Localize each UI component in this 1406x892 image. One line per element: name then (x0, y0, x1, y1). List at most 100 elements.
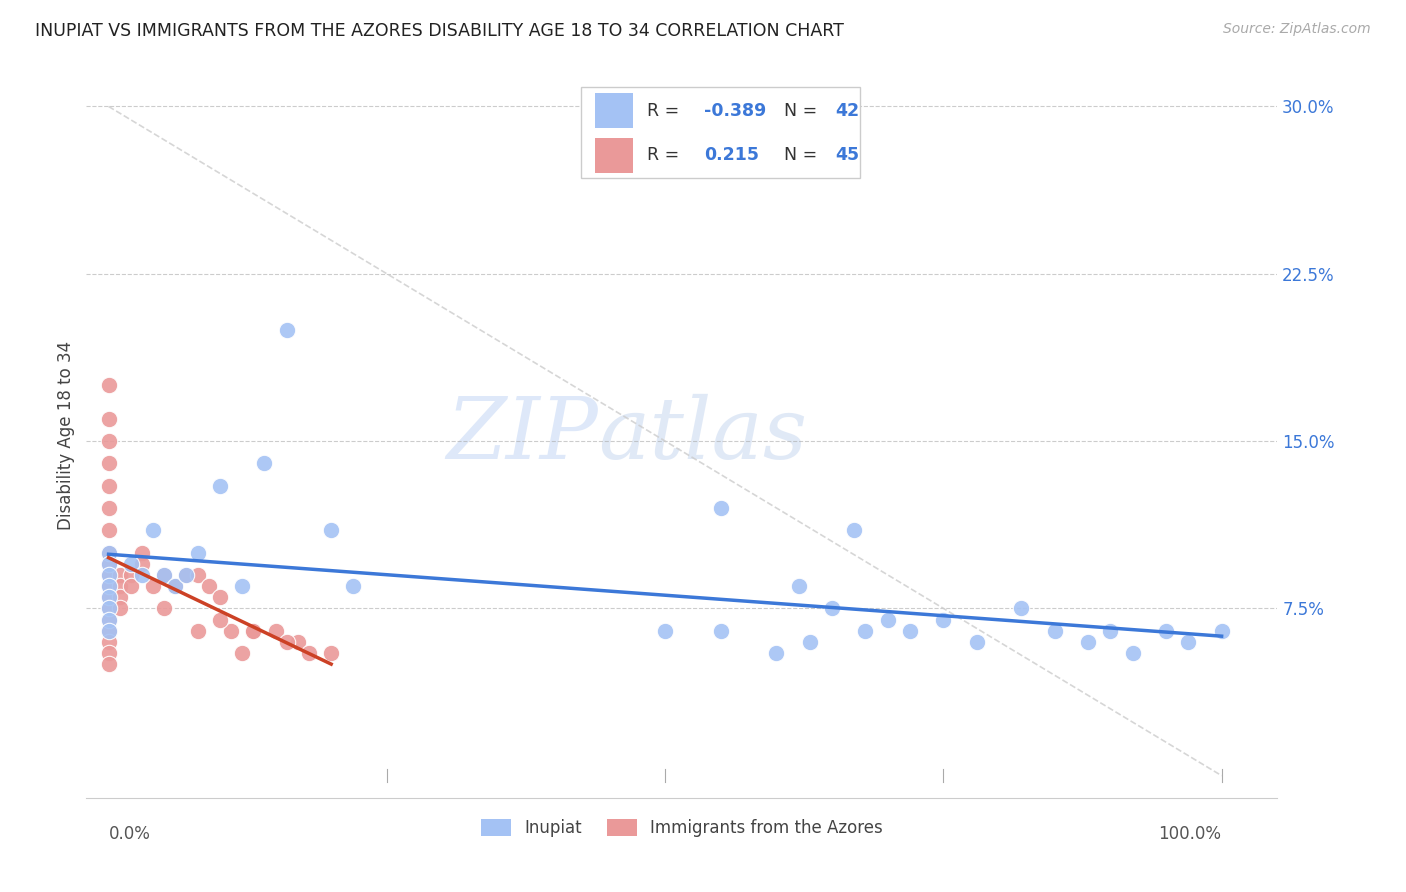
Point (97, 523, 120, 537)
Text: ZIP: ZIP (447, 394, 599, 477)
Point (765, 646, 787, 660)
Point (97, 478, 120, 492)
Point (242, 624, 264, 638)
Point (97, 456, 120, 470)
Point (208, 478, 231, 492)
Point (1010, 601, 1032, 615)
Point (97, 545, 120, 559)
Point (342, 579, 364, 593)
Point (120, 557, 142, 571)
Point (197, 579, 219, 593)
Point (108, 591, 131, 605)
Point (97, 557, 120, 571)
Text: N =: N = (785, 145, 823, 163)
Point (97, 613, 120, 627)
Bar (595, 138, 633, 173)
Point (1211, 624, 1233, 638)
Point (176, 567, 198, 582)
Text: 42: 42 (835, 103, 859, 120)
Point (187, 567, 209, 582)
Text: 0.0%: 0.0% (108, 825, 150, 843)
Point (131, 545, 153, 559)
Point (1099, 624, 1122, 638)
Point (153, 567, 176, 582)
Point (231, 646, 253, 660)
Point (97, 591, 120, 605)
Point (208, 591, 231, 605)
Point (97, 434, 120, 448)
Point (97, 557, 120, 571)
Point (97, 591, 120, 605)
Text: -0.389: -0.389 (704, 103, 766, 120)
Point (165, 579, 187, 593)
Point (276, 322, 298, 336)
Text: R =: R = (647, 145, 685, 163)
Text: 45: 45 (835, 145, 859, 163)
Point (855, 624, 877, 638)
Bar (595, 94, 633, 128)
Point (97, 378, 120, 392)
Point (966, 635, 988, 649)
Point (131, 557, 153, 571)
Point (710, 624, 733, 638)
Point (108, 601, 131, 615)
Point (898, 624, 921, 638)
Point (231, 579, 253, 593)
Point (1077, 635, 1099, 649)
Point (821, 601, 844, 615)
Point (298, 646, 321, 660)
Text: R =: R = (647, 103, 685, 120)
Point (120, 579, 142, 593)
Point (276, 635, 298, 649)
Point (208, 613, 231, 627)
Point (876, 613, 898, 627)
Point (799, 635, 821, 649)
Point (97, 613, 120, 627)
Point (932, 613, 955, 627)
Point (219, 624, 242, 638)
Text: Source: ZipAtlas.com: Source: ZipAtlas.com (1223, 22, 1371, 37)
Text: 0.215: 0.215 (704, 145, 759, 163)
Point (108, 567, 131, 582)
Point (844, 523, 866, 537)
Point (120, 567, 142, 582)
Point (97, 545, 120, 559)
Point (97, 500, 120, 515)
FancyBboxPatch shape (581, 87, 860, 178)
Point (97, 579, 120, 593)
Point (1154, 624, 1177, 638)
Y-axis label: Disability Age 18 to 34: Disability Age 18 to 34 (58, 341, 75, 530)
Point (710, 500, 733, 515)
Point (321, 523, 343, 537)
Point (97, 601, 120, 615)
Point (1122, 646, 1144, 660)
Point (97, 635, 120, 649)
Point (97, 624, 120, 638)
Point (1043, 624, 1066, 638)
Point (142, 579, 165, 593)
Point (165, 579, 187, 593)
Point (187, 624, 209, 638)
Point (97, 411, 120, 425)
Point (153, 601, 176, 615)
Text: INUPIAT VS IMMIGRANTS FROM THE AZORES DISABILITY AGE 18 TO 34 CORRELATION CHART: INUPIAT VS IMMIGRANTS FROM THE AZORES DI… (35, 22, 844, 40)
Text: atlas: atlas (599, 394, 807, 477)
Point (97, 567, 120, 582)
Text: 100.0%: 100.0% (1159, 825, 1222, 843)
Point (264, 624, 287, 638)
Point (97, 646, 120, 660)
Text: N =: N = (785, 103, 823, 120)
Point (654, 624, 676, 638)
Point (97, 657, 120, 672)
Point (108, 579, 131, 593)
Point (787, 579, 810, 593)
Point (242, 624, 264, 638)
Point (97, 624, 120, 638)
Point (187, 545, 209, 559)
Point (131, 567, 153, 582)
Point (97, 601, 120, 615)
Point (142, 523, 165, 537)
Point (176, 567, 198, 582)
Point (287, 635, 309, 649)
Legend: Inupiat, Immigrants from the Azores: Inupiat, Immigrants from the Azores (474, 813, 890, 844)
